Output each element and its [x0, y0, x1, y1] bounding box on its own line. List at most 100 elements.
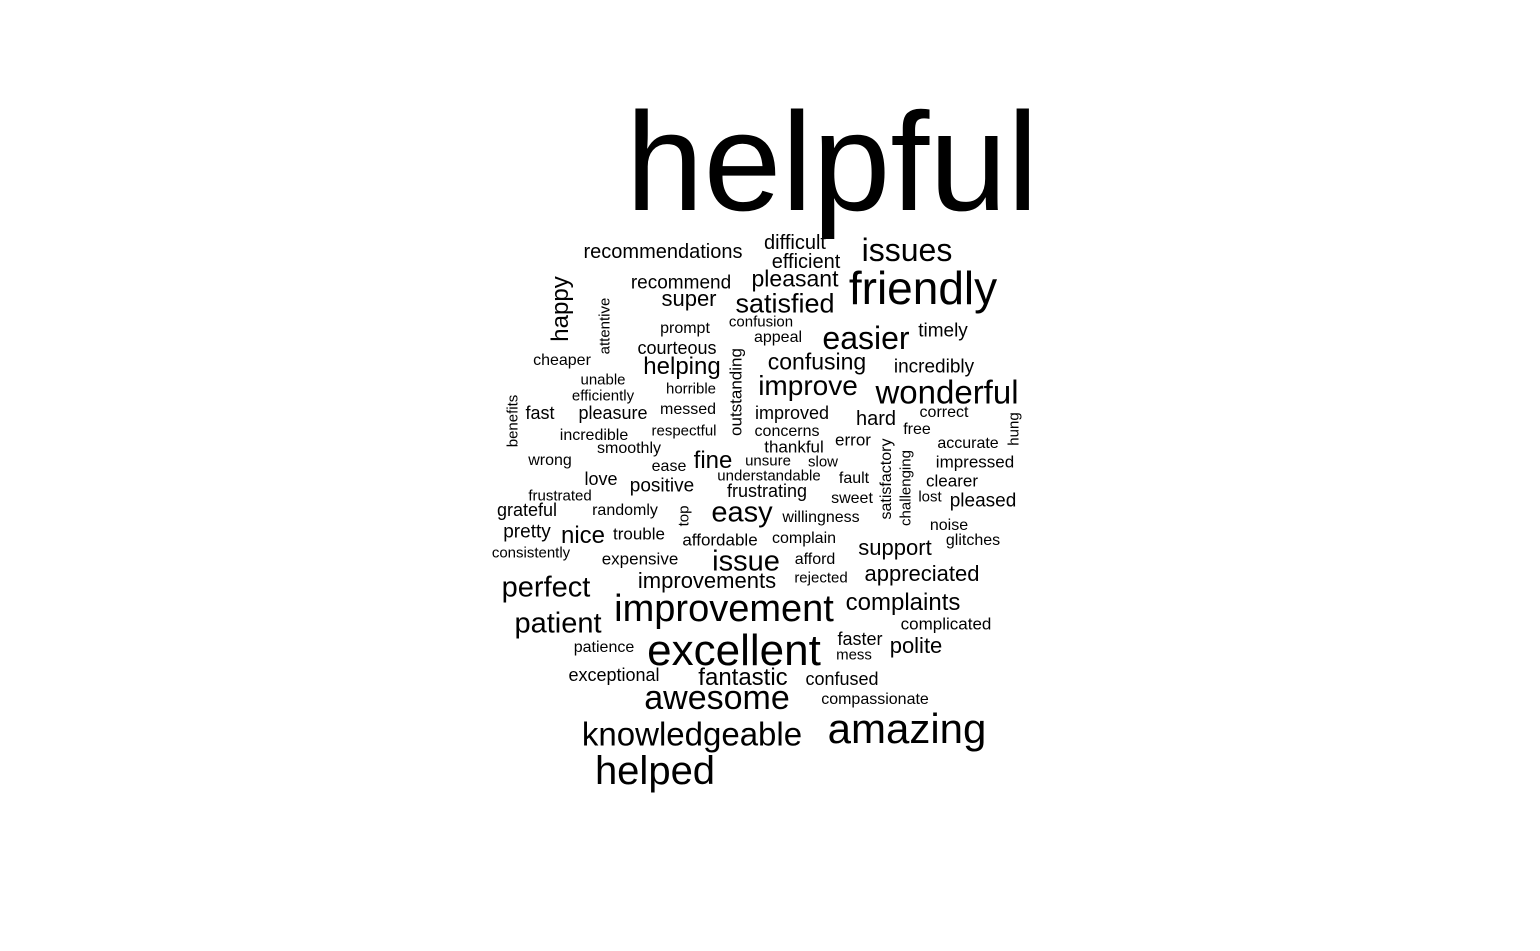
cloud-word: glitches: [945, 532, 1001, 549]
cloud-word: consistently: [491, 544, 571, 562]
cloud-word: incredibly: [893, 356, 975, 378]
cloud-word: mess: [836, 646, 872, 664]
cloud-word: concerns: [754, 423, 820, 440]
cloud-word: error: [835, 430, 871, 450]
cloud-word: satisfied: [735, 288, 835, 319]
cloud-word: helpful: [625, 83, 1039, 240]
cloud-word: improvements: [637, 568, 777, 593]
cloud-word: awesome: [644, 679, 790, 717]
cloud-word: respectful: [651, 422, 717, 440]
cloud-word: confusing: [767, 348, 867, 375]
cloud-word: issues: [861, 232, 953, 268]
cloud-word: benefits: [504, 394, 522, 448]
cloud-word: frustrating: [726, 481, 808, 501]
cloud-word: impressed: [935, 452, 1015, 472]
cloud-word: improve: [758, 370, 858, 401]
cloud-word: messed: [659, 401, 717, 418]
cloud-word: fine: [693, 447, 733, 474]
cloud-word: polite: [889, 633, 943, 658]
cloud-word: pleased: [949, 490, 1017, 512]
cloud-word: trouble: [613, 524, 665, 544]
cloud-word: expensive: [601, 549, 679, 569]
cloud-word: pretty: [503, 521, 551, 543]
cloud-word: complain: [771, 530, 837, 547]
cloud-word: top: [675, 505, 693, 527]
cloud-word: appreciated: [864, 561, 980, 586]
cloud-word: understandable: [717, 467, 821, 485]
cloud-word: prompt: [660, 320, 710, 337]
cloud-word: fast: [525, 403, 555, 423]
cloud-word: confused: [805, 669, 879, 689]
cloud-word: noise: [929, 517, 969, 534]
cloud-word: slow: [807, 453, 839, 471]
cloud-word: perfect: [501, 571, 591, 604]
cloud-word: helped: [594, 749, 716, 793]
cloud-word: hard: [855, 408, 897, 430]
cloud-word: happy: [547, 276, 574, 342]
cloud-word: willingness: [782, 509, 860, 526]
cloud-word: afford: [794, 551, 836, 568]
cloud-word: accurate: [937, 435, 999, 452]
cloud-word: smoothly: [596, 440, 662, 457]
cloud-word: incredible: [559, 427, 629, 444]
cloud-word: easier: [822, 320, 910, 356]
cloud-word: hung: [1005, 412, 1023, 446]
cloud-word: thankful: [764, 437, 824, 457]
cloud-word: recommendations: [583, 241, 743, 263]
cloud-word: fault: [838, 470, 870, 487]
cloud-word: difficult: [764, 232, 826, 254]
cloud-word: faster: [837, 629, 883, 649]
cloud-word: easy: [711, 496, 773, 529]
cloud-word: courteous: [637, 338, 717, 358]
cloud-word: timely: [918, 320, 968, 342]
cloud-word: attentive: [596, 297, 614, 355]
cloud-word: patience: [573, 639, 635, 656]
cloud-word: correct: [919, 404, 969, 421]
cloud-word: randomly: [592, 502, 658, 519]
cloud-word: nice: [560, 522, 606, 549]
cloud-word: wrong: [528, 452, 572, 469]
cloud-word: efficient: [771, 251, 841, 273]
cloud-word: positive: [629, 475, 695, 497]
cloud-word: friendly: [848, 262, 998, 314]
cloud-word: confusion: [728, 313, 794, 331]
cloud-word: frustrated: [528, 487, 592, 505]
cloud-word: unable: [580, 371, 626, 389]
cloud-word: outstanding: [726, 348, 746, 436]
cloud-word: grateful: [496, 500, 558, 520]
cloud-word: ease: [651, 458, 687, 475]
cloud-word: knowledgeable: [581, 715, 803, 753]
cloud-word: satisfactory: [878, 438, 895, 520]
cloud-word: improved: [754, 403, 830, 423]
cloud-word: horrible: [665, 380, 717, 398]
cloud-word: sweet: [831, 490, 873, 507]
cloud-word: patient: [514, 607, 602, 640]
cloud-word: complicated: [900, 614, 992, 634]
cloud-word: pleasure: [578, 403, 648, 423]
cloud-word: amazing: [827, 705, 987, 752]
cloud-word: wonderful: [875, 373, 1019, 411]
cloud-word: issue: [712, 545, 780, 578]
cloud-word: super: [661, 286, 717, 311]
cloud-word: rejected: [794, 569, 848, 587]
cloud-word: lost: [918, 488, 942, 506]
cloud-word: cheaper: [533, 352, 591, 369]
cloud-word: improvement: [614, 588, 834, 630]
cloud-word: fantastic: [698, 664, 788, 691]
cloud-word: compassionate: [821, 691, 929, 708]
cloud-word: exceptional: [568, 665, 660, 685]
cloud-word: support: [858, 535, 932, 560]
cloud-word: recommend: [630, 272, 732, 294]
cloud-word: challenging: [897, 450, 915, 526]
cloud-word: unsure: [745, 452, 791, 470]
cloud-word: affordable: [682, 530, 758, 550]
cloud-word: free: [903, 421, 931, 438]
cloud-word: excellent: [647, 626, 821, 675]
cloud-word: love: [584, 469, 618, 489]
cloud-word: pleasant: [751, 265, 839, 292]
cloud-word: complaints: [845, 589, 961, 616]
cloud-word: clearer: [926, 471, 978, 491]
cloud-word: appeal: [753, 329, 803, 346]
cloud-word: efficiently: [571, 387, 635, 405]
